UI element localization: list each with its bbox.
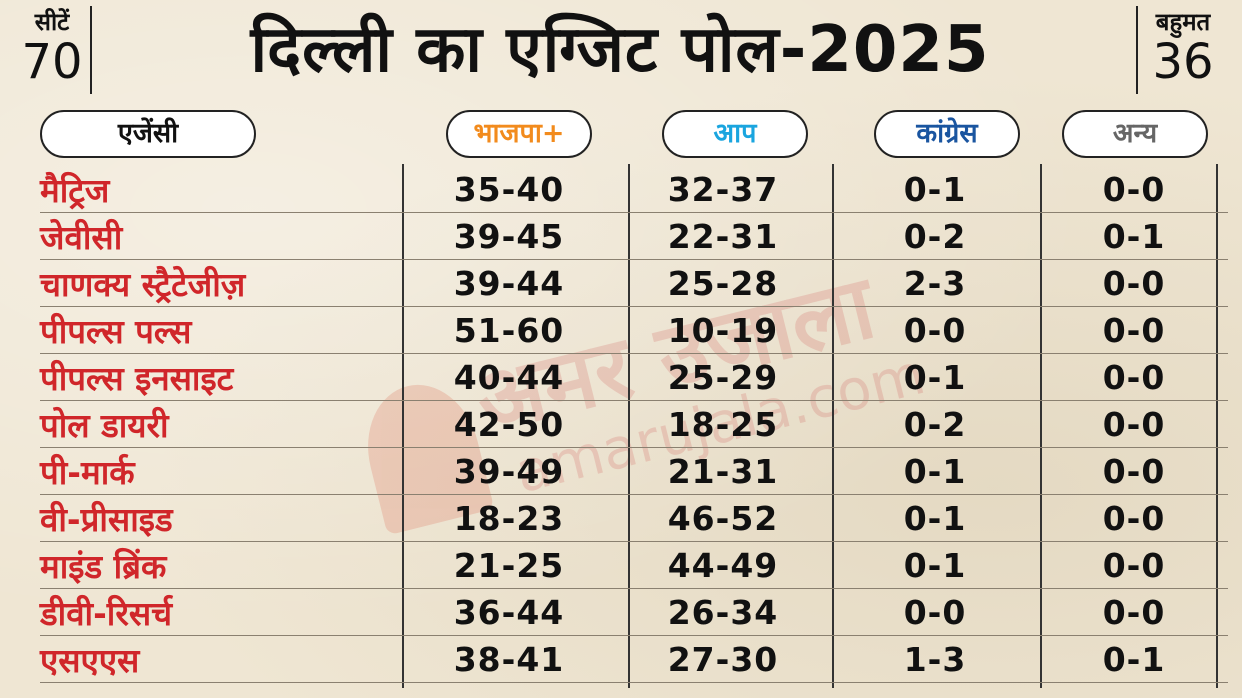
agency-name: माइंड ब्रिंक [40,541,402,589]
seats-label: सीटें [34,8,70,36]
others-seats: 0-1 [1040,212,1228,260]
congress-seats: 0-0 [830,306,1040,354]
exit-poll-table: मैट्रिज 35-40 32-37 0-1 0-0 जेवीसी 39-45 22-31 0… [40,166,1228,683]
congress-seats: 1-3 [830,635,1040,683]
bjp-seats: 39-49 [402,447,616,495]
bjp-seats: 39-44 [402,259,616,307]
table-row: माइंड ब्रिंक 21-25 44-49 0-1 0-0 [40,541,1228,589]
page-title: दिल्ली का एग्जिट पोल-2025 [250,13,990,87]
agency-name: पोल डायरी [40,400,402,448]
aap-seats: 10-19 [616,306,830,354]
column-header-others: अन्य [1062,110,1208,158]
table-row: पोल डायरी 42-50 18-25 0-2 0-0 [40,400,1228,448]
congress-seats: 0-2 [830,212,1040,260]
column-header-agency: एजेंसी [40,110,256,158]
bjp-seats: 40-44 [402,353,616,401]
table-row: पी-मार्क 39-49 21-31 0-1 0-0 [40,447,1228,495]
table-row: जेवीसी 39-45 22-31 0-2 0-1 [40,212,1228,260]
bjp-seats: 51-60 [402,306,616,354]
bjp-seats: 36-44 [402,588,616,636]
column-header-aap: आप [662,110,808,158]
table-row: चाणक्य स्ट्रैटेजीज़ 39-44 25-28 2-3 0-0 [40,259,1228,307]
aap-seats: 44-49 [616,541,830,589]
aap-seats: 22-31 [616,212,830,260]
agency-name: पी-मार्क [40,447,402,495]
congress-seats: 0-0 [830,588,1040,636]
agency-name: मैट्रिज [40,166,402,213]
others-seats: 0-0 [1040,400,1228,448]
aap-seats: 26-34 [616,588,830,636]
others-seats: 0-0 [1040,447,1228,495]
congress-seats: 0-1 [830,541,1040,589]
others-seats: 0-0 [1040,494,1228,542]
bjp-seats: 18-23 [402,494,616,542]
agency-name: पीपल्स इनसाइट [40,353,402,401]
agency-name: एसएएस [40,635,402,683]
others-seats: 0-0 [1040,541,1228,589]
table-row: पीपल्स इनसाइट 40-44 25-29 0-1 0-0 [40,353,1228,401]
congress-seats: 0-1 [830,494,1040,542]
seats-value: 70 [21,34,83,90]
others-seats: 0-0 [1040,166,1228,213]
others-seats: 0-0 [1040,306,1228,354]
congress-seats: 0-1 [830,353,1040,401]
aap-seats: 27-30 [616,635,830,683]
congress-seats: 2-3 [830,259,1040,307]
table-row: वी-प्रीसाइड 18-23 46-52 0-1 0-0 [40,494,1228,542]
others-seats: 0-0 [1040,259,1228,307]
congress-seats: 0-1 [830,166,1040,213]
aap-seats: 18-25 [616,400,830,448]
majority-label: बहुमत [1155,8,1211,36]
bjp-seats: 38-41 [402,635,616,683]
table-row: एसएएस 38-41 27-30 1-3 0-1 [40,635,1228,683]
agency-name: जेवीसी [40,212,402,260]
column-header-congress: कांग्रेस [874,110,1020,158]
agency-name: पीपल्स पल्स [40,306,402,354]
congress-seats: 0-1 [830,447,1040,495]
table-row: डीवी-रिसर्च 36-44 26-34 0-0 0-0 [40,588,1228,636]
bjp-seats: 21-25 [402,541,616,589]
congress-seats: 0-2 [830,400,1040,448]
majority-value: 36 [1152,34,1214,90]
others-seats: 0-0 [1040,353,1228,401]
bjp-seats: 35-40 [402,166,616,213]
table-row: मैट्रिज 35-40 32-37 0-1 0-0 [40,166,1228,213]
majority-box: बहुमत 36 [1136,6,1228,94]
others-seats: 0-0 [1040,588,1228,636]
column-header-bjp: भाजपा+ [446,110,592,158]
bjp-seats: 39-45 [402,212,616,260]
aap-seats: 32-37 [616,166,830,213]
total-seats-box: सीटें 70 [14,6,92,94]
aap-seats: 25-29 [616,353,830,401]
others-seats: 0-1 [1040,635,1228,683]
table-row: पीपल्स पल्स 51-60 10-19 0-0 0-0 [40,306,1228,354]
aap-seats: 21-31 [616,447,830,495]
bjp-seats: 42-50 [402,400,616,448]
agency-name: चाणक्य स्ट्रैटेजीज़ [40,259,402,307]
aap-seats: 25-28 [616,259,830,307]
agency-name: वी-प्रीसाइड [40,494,402,542]
agency-name: डीवी-रिसर्च [40,588,402,636]
aap-seats: 46-52 [616,494,830,542]
